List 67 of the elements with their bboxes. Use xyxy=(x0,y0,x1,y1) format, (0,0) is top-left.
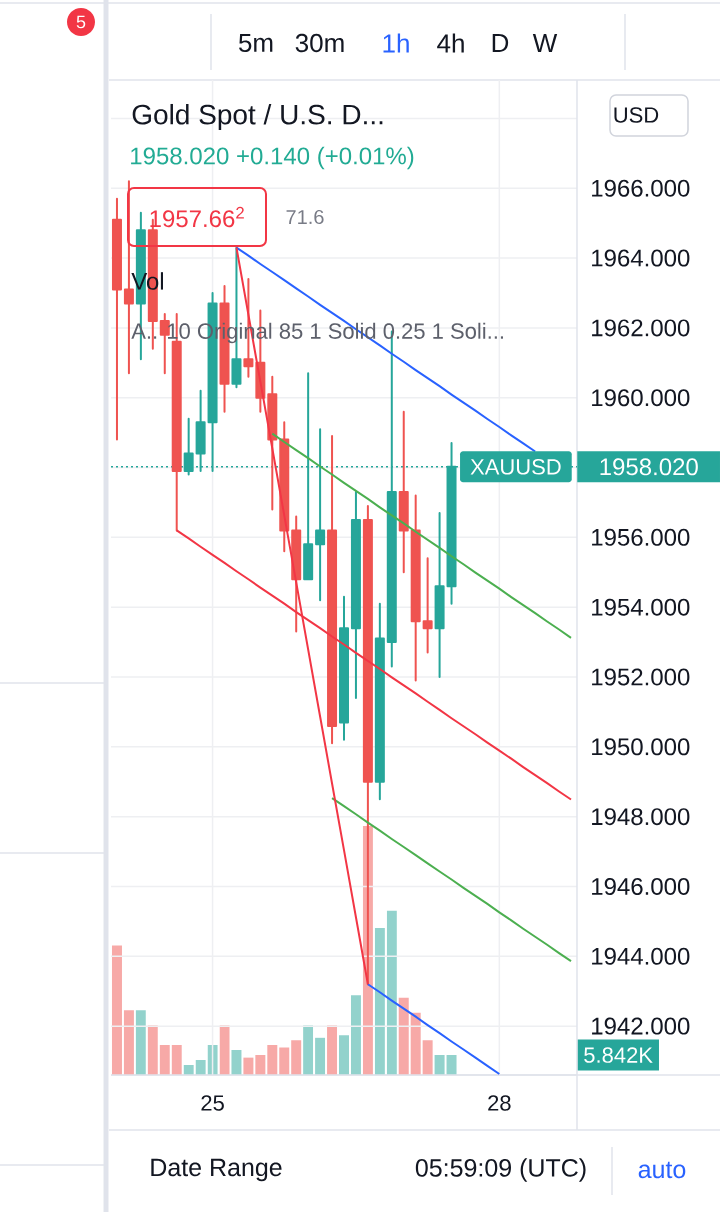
bar xyxy=(123,1010,134,1075)
candlestick xyxy=(111,197,122,441)
text: 1958.020 xyxy=(600,458,698,476)
text: 5 xyxy=(76,15,86,29)
bar xyxy=(410,1012,421,1075)
bar xyxy=(171,1045,182,1075)
bar xyxy=(219,1025,230,1075)
text: auto xyxy=(638,1161,686,1179)
bar xyxy=(446,1055,457,1075)
candlestick xyxy=(398,410,409,574)
candlestick xyxy=(374,602,385,801)
bar xyxy=(422,1040,433,1075)
candlestick xyxy=(350,490,361,699)
candlestick xyxy=(410,494,421,682)
y-tick-label: 1950.000 xyxy=(592,738,690,756)
y-tick-label: 1952.000 xyxy=(592,668,690,686)
bar xyxy=(255,1055,266,1075)
y-tick-label: 1954.000 xyxy=(592,598,690,616)
bar xyxy=(243,1057,254,1075)
bar xyxy=(386,910,397,1075)
text: 4h xyxy=(437,33,464,53)
y-tick-label: 1966.000 xyxy=(592,179,690,197)
y-tick-label: 1962.000 xyxy=(592,319,690,337)
candlestick xyxy=(434,511,445,678)
bar xyxy=(195,1060,206,1075)
line-series xyxy=(331,797,573,963)
bar xyxy=(374,928,385,1075)
text: 1h xyxy=(383,33,409,53)
y-tick-label: 1942.000 xyxy=(592,1017,690,1035)
text: 5.842K xyxy=(584,1047,653,1063)
text: 5m xyxy=(238,33,273,53)
y-tick-label: 1946.000 xyxy=(592,877,690,895)
bar xyxy=(434,1055,445,1075)
bar xyxy=(231,1050,242,1075)
annotation: 71.6 xyxy=(286,209,324,225)
bar xyxy=(303,1025,314,1075)
x-tick-label: 25 xyxy=(201,1095,224,1111)
bar xyxy=(279,1047,290,1075)
y-tick-label: 1944.000 xyxy=(592,947,690,965)
y-tick-label: 1956.000 xyxy=(592,528,690,546)
bar xyxy=(339,1035,349,1075)
bar xyxy=(291,1040,302,1075)
y-tick-label: 1964.000 xyxy=(592,249,690,267)
candlestick xyxy=(327,435,338,745)
candlestick xyxy=(339,595,349,741)
text: D xyxy=(492,34,509,52)
ref-line-label: XAUUSD xyxy=(470,459,561,475)
bar xyxy=(111,945,122,1075)
bar xyxy=(398,997,409,1075)
text: 05:59:09 (UTC) xyxy=(415,1158,586,1182)
bar xyxy=(183,1065,194,1075)
bar xyxy=(327,1025,338,1075)
annotation: 1957.66$^{2}$ xyxy=(150,206,244,228)
text: 1958.020 +0.140 (+0.01%) xyxy=(131,146,414,170)
candlestick xyxy=(422,557,433,654)
text: W xyxy=(532,34,558,52)
text: 30m xyxy=(295,33,344,53)
text: Date Range xyxy=(151,1158,282,1182)
text: USD xyxy=(614,107,659,123)
bar xyxy=(315,1037,326,1075)
bar xyxy=(350,995,361,1075)
y-tick-label: 1960.000 xyxy=(592,389,690,407)
line-series xyxy=(366,983,501,1075)
x-tick-label: 28 xyxy=(488,1095,511,1111)
text: Gold Spot / U.S. D... xyxy=(132,103,383,131)
bar xyxy=(267,1045,278,1075)
y-tick-label: 1948.000 xyxy=(592,808,690,826)
